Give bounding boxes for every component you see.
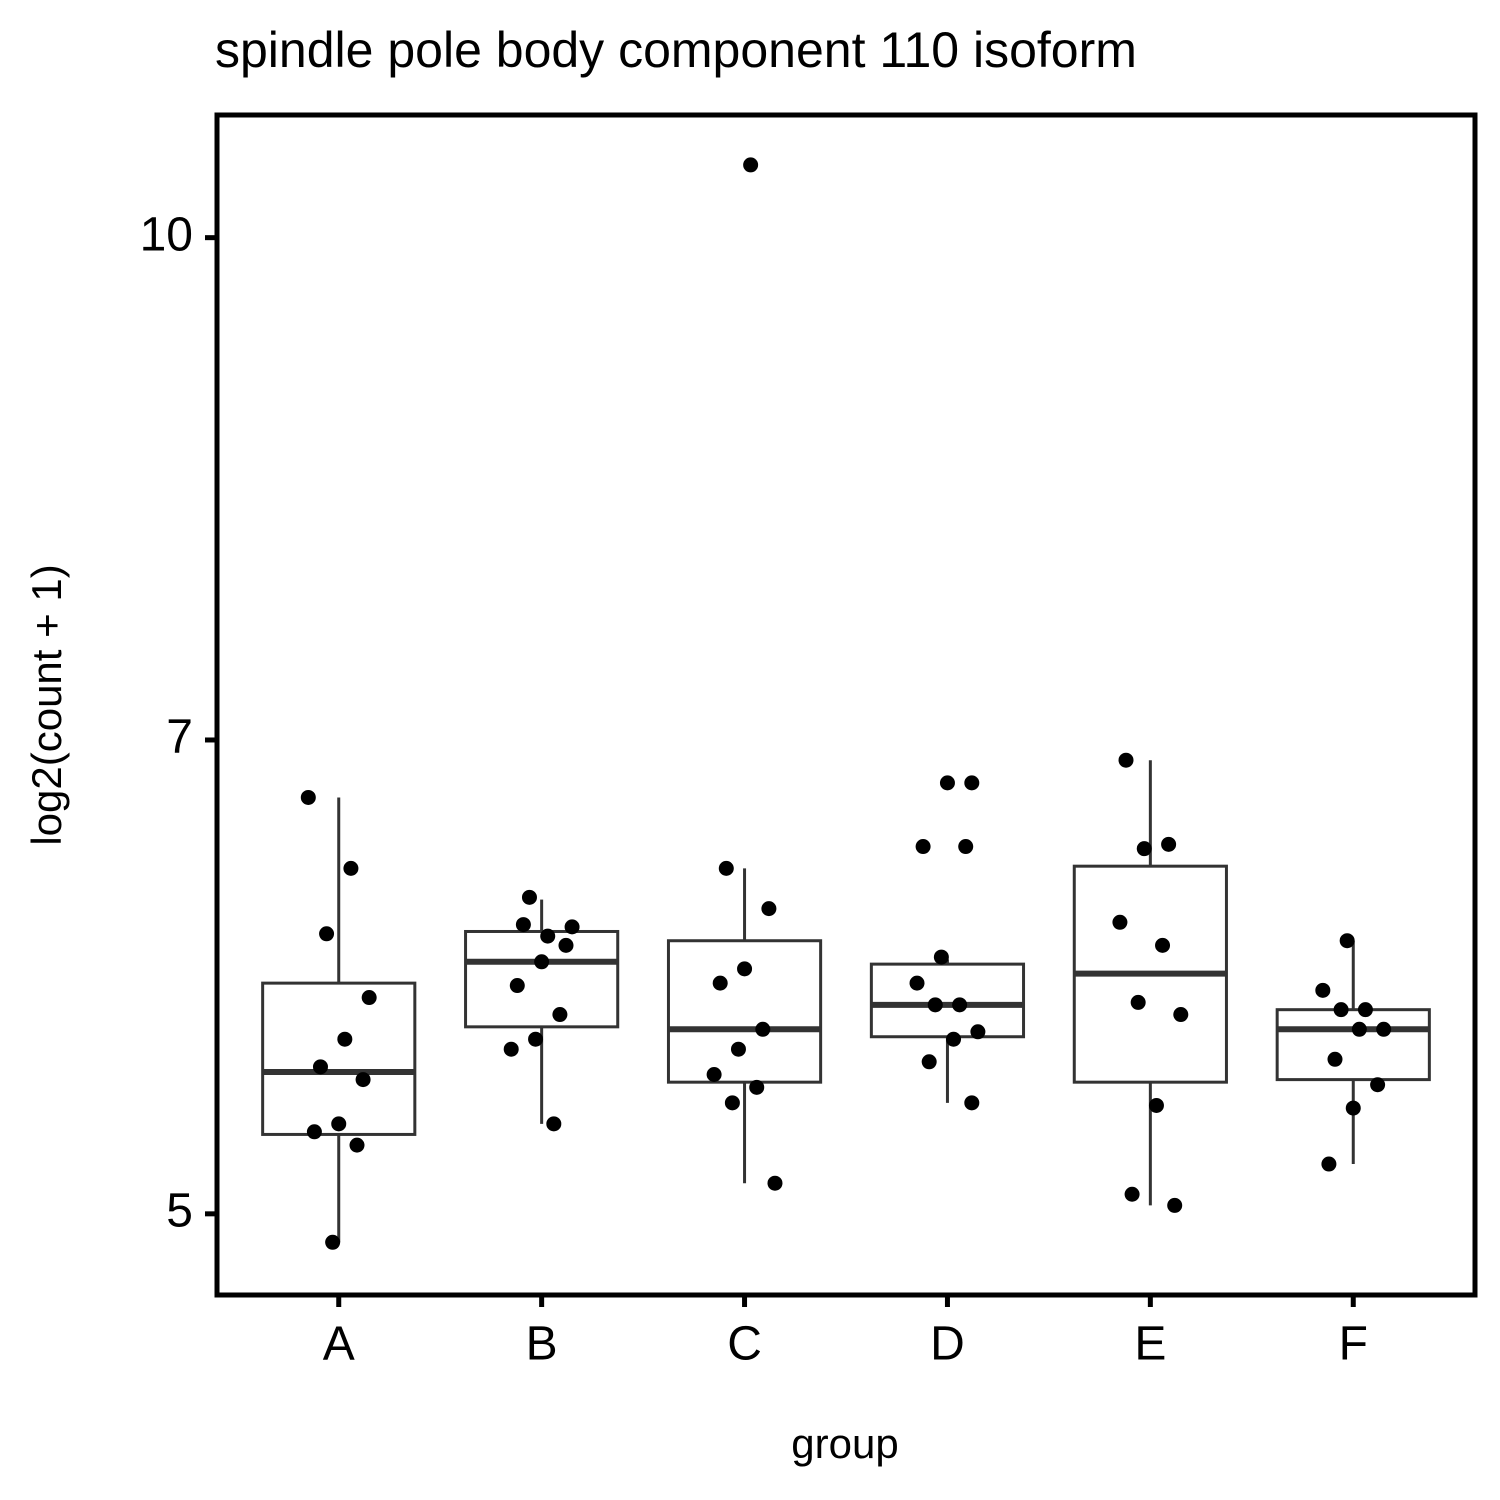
x-tick-label: A [323, 1318, 355, 1371]
point [724, 1095, 740, 1111]
box [666, 939, 823, 1084]
point [1173, 1007, 1189, 1023]
point [521, 889, 537, 905]
point [970, 1024, 986, 1040]
point [306, 1124, 322, 1140]
point [921, 1054, 937, 1070]
point [909, 975, 925, 991]
point [355, 1072, 371, 1088]
point [546, 1116, 562, 1132]
point [939, 775, 955, 791]
point [933, 949, 949, 965]
point [343, 860, 359, 876]
point [1321, 1156, 1337, 1172]
box [464, 929, 620, 1029]
point [509, 978, 525, 994]
box [1275, 1008, 1431, 1082]
point [964, 1095, 980, 1111]
point [767, 1175, 783, 1191]
point [1124, 1186, 1140, 1202]
point [737, 961, 753, 977]
x-tick-label: F [1339, 1318, 1368, 1371]
point [1333, 1002, 1349, 1018]
y-tick-label: 5 [166, 1185, 193, 1238]
point [528, 1031, 544, 1047]
point [1327, 1051, 1343, 1067]
point [1345, 1100, 1361, 1116]
point [300, 789, 316, 805]
point [361, 990, 377, 1006]
x-tick-label: C [727, 1318, 762, 1371]
point [1136, 841, 1152, 857]
point [915, 839, 931, 855]
point [564, 919, 580, 935]
point [1130, 994, 1146, 1010]
point [712, 975, 728, 991]
point [958, 839, 974, 855]
point [534, 954, 550, 970]
point [558, 937, 574, 953]
point [1357, 1002, 1373, 1018]
y-tick-label: 10 [140, 208, 193, 261]
point [337, 1031, 353, 1047]
point [503, 1041, 519, 1057]
chart-title: spindle pole body component 110 isoform [215, 22, 1137, 78]
point [755, 1021, 771, 1037]
point [1161, 836, 1177, 852]
point [552, 1007, 568, 1023]
point [761, 901, 777, 917]
point [946, 1031, 962, 1047]
point [743, 157, 759, 173]
point [331, 1116, 347, 1132]
point [1315, 982, 1331, 998]
x-tick-label: D [930, 1318, 965, 1371]
point [1167, 1197, 1183, 1213]
point [349, 1137, 365, 1153]
y-tick-label: 7 [166, 711, 193, 764]
point [730, 1041, 746, 1057]
point [952, 997, 968, 1013]
y-axis-title: log2(count + 1) [23, 564, 70, 845]
point [749, 1079, 765, 1095]
plot-border [214, 112, 1478, 1298]
point [964, 775, 980, 791]
point [718, 860, 734, 876]
point [1118, 752, 1134, 768]
point [1155, 937, 1171, 953]
point [1339, 933, 1355, 949]
point [515, 917, 531, 933]
x-tick-label: B [526, 1318, 558, 1371]
point [325, 1234, 341, 1250]
point [1112, 914, 1128, 930]
point [706, 1066, 722, 1082]
point [1351, 1021, 1367, 1037]
x-axis-title: group [791, 1420, 898, 1467]
box [261, 981, 417, 1136]
point [927, 997, 943, 1013]
point [1148, 1097, 1164, 1113]
point [1370, 1077, 1386, 1093]
point [312, 1059, 328, 1075]
x-tick-label: E [1134, 1318, 1166, 1371]
point [319, 926, 335, 942]
point [1376, 1021, 1392, 1037]
point [540, 928, 556, 944]
